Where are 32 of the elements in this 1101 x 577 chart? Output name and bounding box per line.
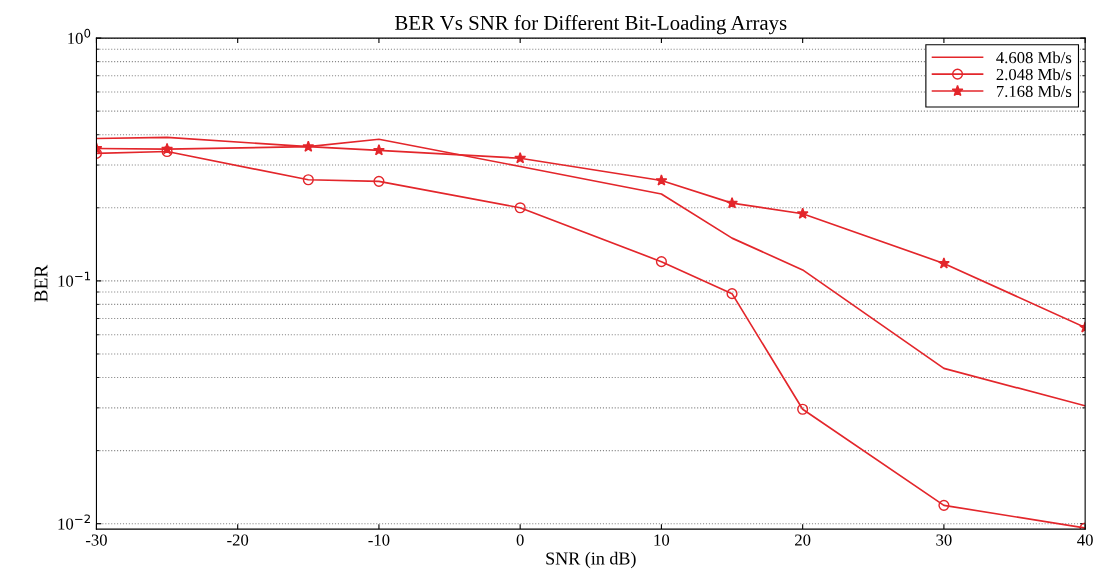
point [373, 175, 385, 187]
point [514, 151, 527, 164]
point [937, 257, 950, 269]
x-axis-title: SNR (in dB) [546, 551, 636, 569]
line-series [96, 136, 1086, 407]
point [655, 256, 667, 268]
legend-label: 2.048 Mb/s [996, 68, 1072, 81]
point [514, 202, 526, 214]
legend-label: 7.168 Mb/s [996, 85, 1072, 98]
point [938, 499, 950, 511]
x-tick-label: 30 [936, 534, 952, 546]
point [726, 288, 738, 300]
x-tick-label: -10 [368, 534, 390, 546]
x-tick-label: -30 [85, 534, 107, 546]
point [302, 140, 315, 152]
y-tick-label: 10$^{0}$ [68, 28, 91, 45]
point [302, 174, 314, 186]
legend-label: 4.608 Mb/s [996, 51, 1072, 64]
chart-title: BER Vs SNR for Different Bit-Loading Arrays [395, 15, 787, 35]
point [726, 196, 739, 209]
x-tick-label: -20 [227, 534, 249, 546]
x-tick-label: 10 [654, 534, 670, 546]
x-tick-label: 40 [1077, 534, 1093, 546]
x-tick-label: 20 [795, 534, 811, 546]
point [797, 403, 809, 415]
point [655, 174, 668, 186]
y-axis-title: BER [34, 264, 48, 302]
point [372, 144, 385, 156]
point [796, 207, 809, 219]
y-tick-label: 10$^{−1}$ [58, 271, 91, 287]
x-tick-label: 0 [516, 534, 524, 546]
y-tick-label: 10$^{−2}$ [58, 514, 90, 530]
